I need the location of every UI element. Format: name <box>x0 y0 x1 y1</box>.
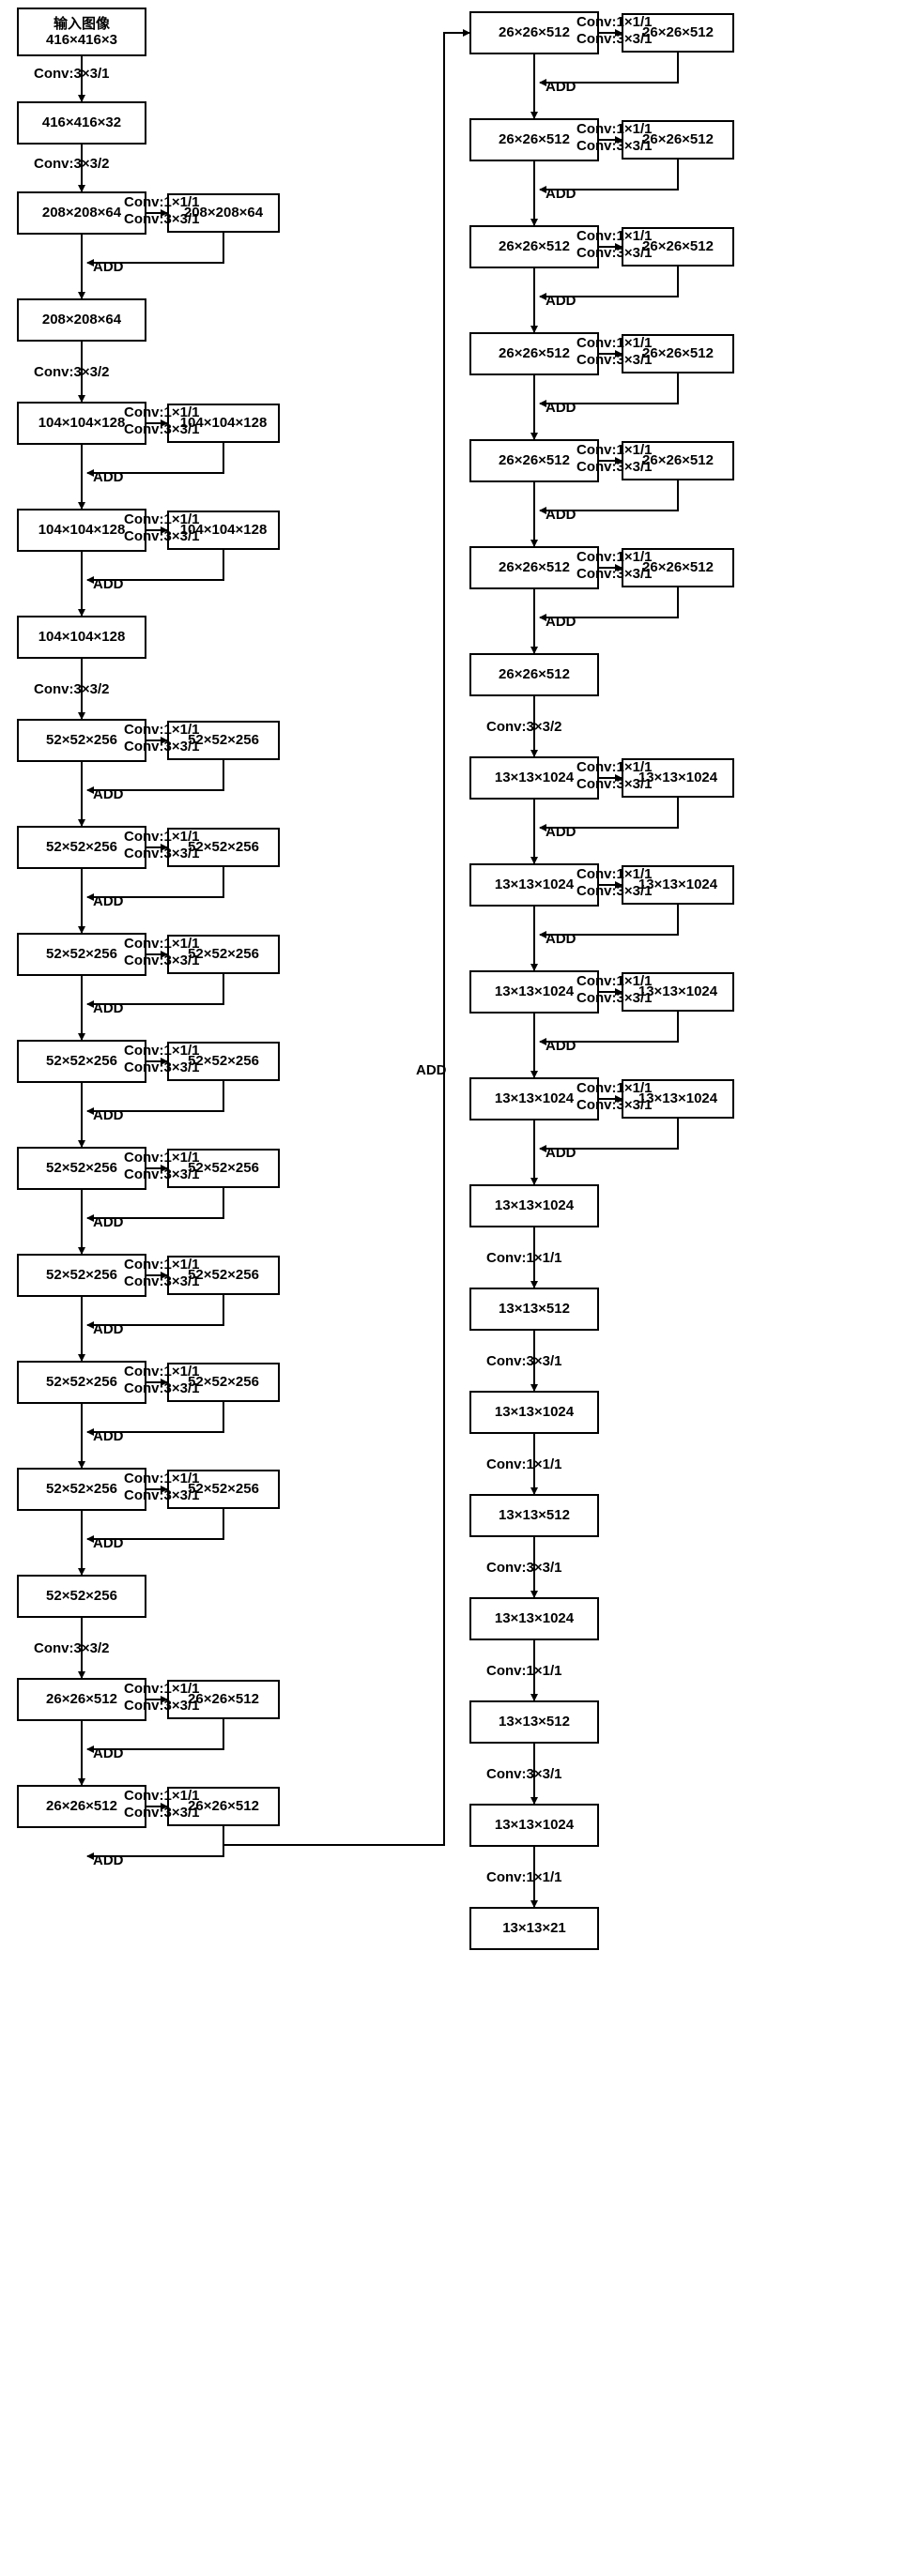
edge-label: ADD <box>93 1852 124 1868</box>
node-R16: 13×13×1024 <box>469 1597 599 1640</box>
edge-label: Conv:3×3/1 <box>576 776 652 792</box>
edge-label: Conv:3×3/1 <box>576 459 652 475</box>
edge-label: Conv:3×3/1 <box>124 421 199 437</box>
edge-label: ADD <box>546 400 576 416</box>
edge-label: ADD <box>546 507 576 523</box>
edge-label: ADD <box>93 1107 124 1123</box>
edge-label: Conv:3×3/1 <box>124 739 199 755</box>
node-R13: 13×13×512 <box>469 1288 599 1331</box>
edge-label: Conv:1×1/1 <box>576 1080 652 1096</box>
edge-label: Conv:1×1/1 <box>486 1869 561 1885</box>
edge-label: Conv:3×3/1 <box>576 883 652 899</box>
edge-label: Conv:3×3/1 <box>486 1766 561 1782</box>
edge-label: Conv:3×3/1 <box>124 1273 199 1289</box>
edge-label: Conv:3×3/1 <box>124 1487 199 1503</box>
edge-label: ADD <box>93 259 124 275</box>
edge-label: ADD <box>546 1145 576 1161</box>
edge-label: Conv:1×1/1 <box>486 1456 561 1472</box>
edge-label: Conv:3×3/1 <box>576 245 652 261</box>
edge-label: Conv:3×3/1 <box>486 1353 561 1369</box>
node-R15: 13×13×512 <box>469 1494 599 1537</box>
edge-label: ADD <box>93 1000 124 1016</box>
edge-label: Conv:3×3/2 <box>34 364 109 380</box>
edge-label: ADD <box>93 893 124 909</box>
edge-label: ADD <box>93 576 124 592</box>
edge-label: Conv:1×1/1 <box>124 1257 199 1273</box>
edge-label: Conv:3×3/2 <box>34 156 109 172</box>
edge-label: ADD <box>546 293 576 309</box>
node-L6: 104×104×128 <box>17 616 146 659</box>
edge-label: Conv:1×1/1 <box>124 404 199 420</box>
edge-label: Conv:3×3/1 <box>124 1698 199 1714</box>
edge-label: ADD <box>546 614 576 630</box>
edge-label: Conv:3×3/1 <box>486 1560 561 1576</box>
edge-label: Conv:1×1/1 <box>124 1150 199 1166</box>
edge-label: Conv:3×3/2 <box>34 681 109 697</box>
edge-label: Conv:3×3/1 <box>576 990 652 1006</box>
edge-label: ADD <box>546 931 576 947</box>
edge-label: Conv:1×1/1 <box>576 866 652 882</box>
edge-label: Conv:3×3/1 <box>576 31 652 47</box>
edge-label: Conv:3×3/1 <box>576 566 652 582</box>
edge-label: Conv:1×1/1 <box>576 442 652 458</box>
network-flowchart: 输入图像416×416×3416×416×32208×208×64208×208… <box>8 8 914 2568</box>
edge-label: Conv:1×1/1 <box>576 759 652 775</box>
edge-label: ADD <box>546 1038 576 1054</box>
edge-label: ADD <box>416 1062 447 1078</box>
edge-label: Conv:3×3/1 <box>576 1097 652 1113</box>
edge-label: Conv:3×3/1 <box>124 1805 199 1821</box>
edge-label: ADD <box>546 824 576 840</box>
edge-label: ADD <box>93 1535 124 1551</box>
edge-label: Conv:3×3/1 <box>124 1380 199 1396</box>
node-R12: 13×13×1024 <box>469 1184 599 1227</box>
edge-label: Conv:1×1/1 <box>124 1364 199 1379</box>
edge-label: Conv:3×3/2 <box>34 1640 109 1656</box>
edge-label: Conv:3×3/1 <box>124 1059 199 1075</box>
node-R14: 13×13×1024 <box>469 1391 599 1434</box>
edge-label: Conv:1×1/1 <box>124 1681 199 1697</box>
edge-label: Conv:1×1/1 <box>124 722 199 738</box>
edge-label: Conv:1×1/1 <box>124 1471 199 1486</box>
edge-label: ADD <box>93 1214 124 1230</box>
edge-label: Conv:1×1/1 <box>486 1663 561 1679</box>
edge-label: Conv:1×1/1 <box>124 1788 199 1804</box>
edge-label: Conv:1×1/1 <box>576 973 652 989</box>
edge-label: Conv:1×1/1 <box>124 1043 199 1059</box>
edge-label: Conv:1×1/1 <box>576 228 652 244</box>
edge-label: Conv:1×1/1 <box>124 829 199 845</box>
edge-label: Conv:3×3/1 <box>124 211 199 227</box>
node-R18: 13×13×1024 <box>469 1804 599 1847</box>
edge-label: Conv:1×1/1 <box>576 14 652 30</box>
node-L1: 416×416×32 <box>17 101 146 145</box>
edge-label: Conv:3×3/1 <box>124 528 199 544</box>
edge-label: Conv:3×3/1 <box>124 846 199 861</box>
edge-label: Conv:3×3/1 <box>576 352 652 368</box>
edge-label: Conv:3×3/2 <box>486 719 561 735</box>
edge-label: Conv:1×1/1 <box>486 1250 561 1266</box>
edge-label: Conv:1×1/1 <box>124 936 199 952</box>
edge-label: ADD <box>93 786 124 802</box>
edge-label: Conv:3×3/1 <box>124 953 199 968</box>
node-L3: 208×208×64 <box>17 298 146 342</box>
edge-label: Conv:3×3/1 <box>34 66 109 82</box>
edge-label: ADD <box>93 1428 124 1444</box>
edge-label: Conv:1×1/1 <box>576 549 652 565</box>
edge-label: Conv:3×3/1 <box>124 1166 199 1182</box>
edge-label: ADD <box>546 79 576 95</box>
edge-label: ADD <box>93 1745 124 1761</box>
node-R19: 13×13×21 <box>469 1907 599 1950</box>
node-L0: 输入图像416×416×3 <box>17 8 146 56</box>
edge-label: ADD <box>93 1321 124 1337</box>
edge-label: ADD <box>546 186 576 202</box>
edge-label: Conv:1×1/1 <box>124 194 199 210</box>
edge-label: Conv:1×1/1 <box>576 335 652 351</box>
node-R7: 26×26×512 <box>469 653 599 696</box>
edge-label: Conv:1×1/1 <box>124 511 199 527</box>
edge-label: ADD <box>93 469 124 485</box>
node-L15: 52×52×256 <box>17 1575 146 1618</box>
edge-label: Conv:1×1/1 <box>576 121 652 137</box>
edge-label: Conv:3×3/1 <box>576 138 652 154</box>
node-R17: 13×13×512 <box>469 1700 599 1744</box>
